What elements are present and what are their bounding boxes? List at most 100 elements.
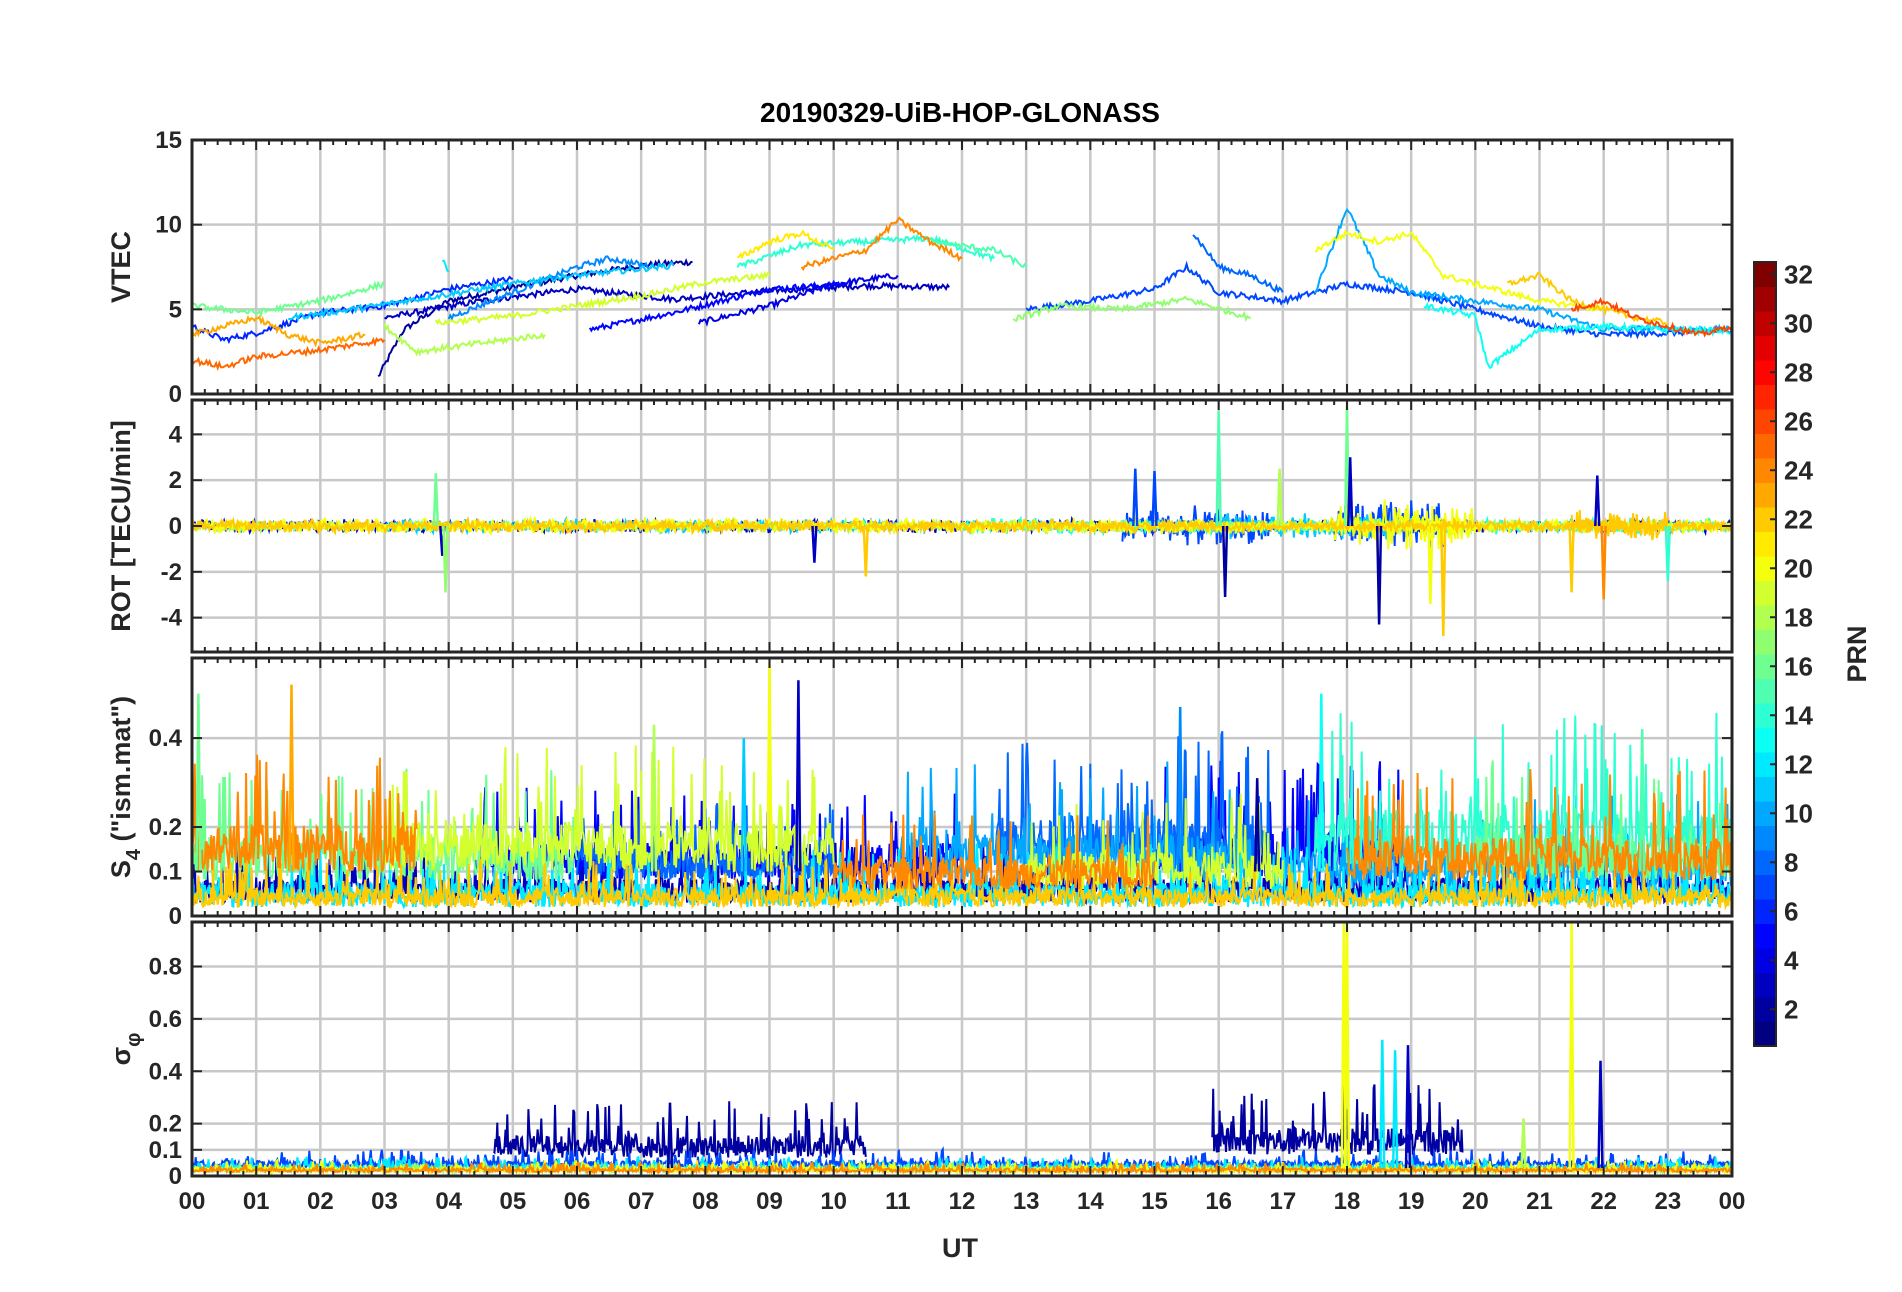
x-tick-label: 00 <box>1719 1188 1746 1215</box>
spike-prn-3 <box>1597 1060 1604 1169</box>
x-tick-label: 13 <box>1013 1188 1040 1215</box>
x-tick-label: 19 <box>1398 1188 1425 1215</box>
series-prn-4 <box>697 272 899 327</box>
colorbar-step <box>1754 923 1776 949</box>
x-axis-label: UT <box>942 1233 978 1263</box>
spike-prn-2 <box>1375 525 1383 625</box>
colorbar-step <box>1754 409 1776 434</box>
spike-prn-13 <box>1318 693 1325 872</box>
y-tick-label: 0 <box>169 1163 182 1190</box>
spike-prn-18 <box>1276 468 1283 527</box>
colorbar-step <box>1754 801 1776 826</box>
y-tick-label: -2 <box>161 559 182 586</box>
y-tick-label: 0.2 <box>149 814 182 841</box>
colorbar-tick-label: 32 <box>1784 259 1813 289</box>
colorbar-tick-label: 22 <box>1784 504 1813 534</box>
y-axis-label-s4: S4 ("ism.mat") <box>106 696 145 878</box>
spike-prn-23 <box>288 684 295 872</box>
spike-prn-3 <box>1594 475 1601 527</box>
series-prn-5 <box>588 279 847 333</box>
spike-prn-20 <box>1568 922 1575 1169</box>
series-prn-7 <box>1025 260 1732 340</box>
x-tick-label: 21 <box>1526 1188 1553 1215</box>
spike-prn-3 <box>795 680 802 872</box>
y-tick-label: 0 <box>169 903 182 930</box>
spike-prn-3 <box>1404 1045 1412 1169</box>
series-prn-8 <box>993 730 1271 872</box>
spike-prn-7 <box>1151 470 1158 527</box>
colorbar-step <box>1754 727 1776 753</box>
spike-prn-18 <box>650 724 658 872</box>
series-prn-6 <box>192 275 513 345</box>
x-tick-label: 11 <box>885 1188 910 1215</box>
y-tick-label: 0.4 <box>149 725 183 752</box>
x-tick-label: 16 <box>1205 1188 1232 1215</box>
x-tick-label: 14 <box>1077 1188 1104 1215</box>
spike-prn-17 <box>442 525 449 593</box>
series-prn-22 <box>192 515 1732 536</box>
colorbar-step <box>1754 654 1776 679</box>
colorbar-tick-label: 4 <box>1784 945 1799 975</box>
series-prn-19 <box>434 270 771 327</box>
series-prn-24 <box>1346 769 1732 882</box>
series-prn-21 <box>737 229 835 260</box>
y-axis-label-sigma: σφ <box>106 1033 145 1066</box>
colorbar-step <box>1754 507 1776 532</box>
colorbar-step <box>1754 580 1776 606</box>
colorbar-tick-label: 14 <box>1784 700 1813 730</box>
spike-prn-12 <box>1379 1039 1386 1169</box>
y-tick-label: 15 <box>155 127 182 154</box>
colorbar-step <box>1754 1021 1776 1047</box>
colorbar-tick-label: 18 <box>1784 602 1813 632</box>
y-tick-label: 0.4 <box>149 1058 183 1085</box>
x-tick-label: 08 <box>692 1188 719 1215</box>
y-tick-label: 0.2 <box>149 1111 182 1138</box>
spike-prn-7 <box>1132 468 1139 527</box>
colorbar-step <box>1754 874 1776 900</box>
colorbar-step <box>1754 384 1776 410</box>
spike-prn-12 <box>1391 1050 1399 1169</box>
colorbar-tick-label: 24 <box>1784 455 1813 485</box>
series-prn-2 <box>1211 1084 1464 1158</box>
x-tick-label: 10 <box>820 1188 847 1215</box>
spike-prn-22 <box>1440 525 1447 637</box>
colorbar-tick-label: 8 <box>1784 847 1798 877</box>
y-tick-label: 0.1 <box>149 1137 182 1164</box>
series-prn-8 <box>1192 234 1284 294</box>
ticks <box>191 658 1733 917</box>
y-tick-label: 0.6 <box>149 1006 182 1033</box>
series-prn-25 <box>192 336 386 372</box>
series-prn-13 <box>1423 302 1732 370</box>
colorbar-step <box>1754 433 1776 459</box>
colorbar-step <box>1754 629 1776 655</box>
series-prn-23 <box>192 314 366 348</box>
x-tick-label: 17 <box>1269 1188 1296 1215</box>
y-tick-label: 2 <box>169 467 182 494</box>
series-prn-10 <box>896 761 1252 882</box>
series-prn-2 <box>492 1101 867 1160</box>
colorbar-step <box>1754 605 1776 630</box>
x-tick-label: 18 <box>1334 1188 1361 1215</box>
colorbar-label: PRN <box>1842 625 1872 682</box>
y-tick-label: 0 <box>169 513 182 540</box>
panel-vtec: 0 5 10 15 VTEC <box>106 127 1734 408</box>
series-prn-12 <box>442 259 450 273</box>
colorbar-step <box>1754 458 1776 483</box>
colorbar-step <box>1754 360 1776 385</box>
ticks <box>191 400 1733 652</box>
series-prn-22 <box>1570 509 1669 541</box>
colorbar-step <box>1754 972 1776 998</box>
colorbar-step <box>1754 531 1776 557</box>
series-prn-26 <box>1570 296 1732 338</box>
colorbar-tick-label: 26 <box>1784 406 1813 436</box>
x-tick-label: 03 <box>371 1188 398 1215</box>
x-tick-label: 06 <box>564 1188 591 1215</box>
series-prn-3 <box>384 280 951 320</box>
colorbar-step <box>1754 899 1776 924</box>
colorbar-step <box>1754 262 1776 287</box>
spike-prn-11 <box>740 738 748 872</box>
spike-prn-15 <box>1638 729 1646 872</box>
